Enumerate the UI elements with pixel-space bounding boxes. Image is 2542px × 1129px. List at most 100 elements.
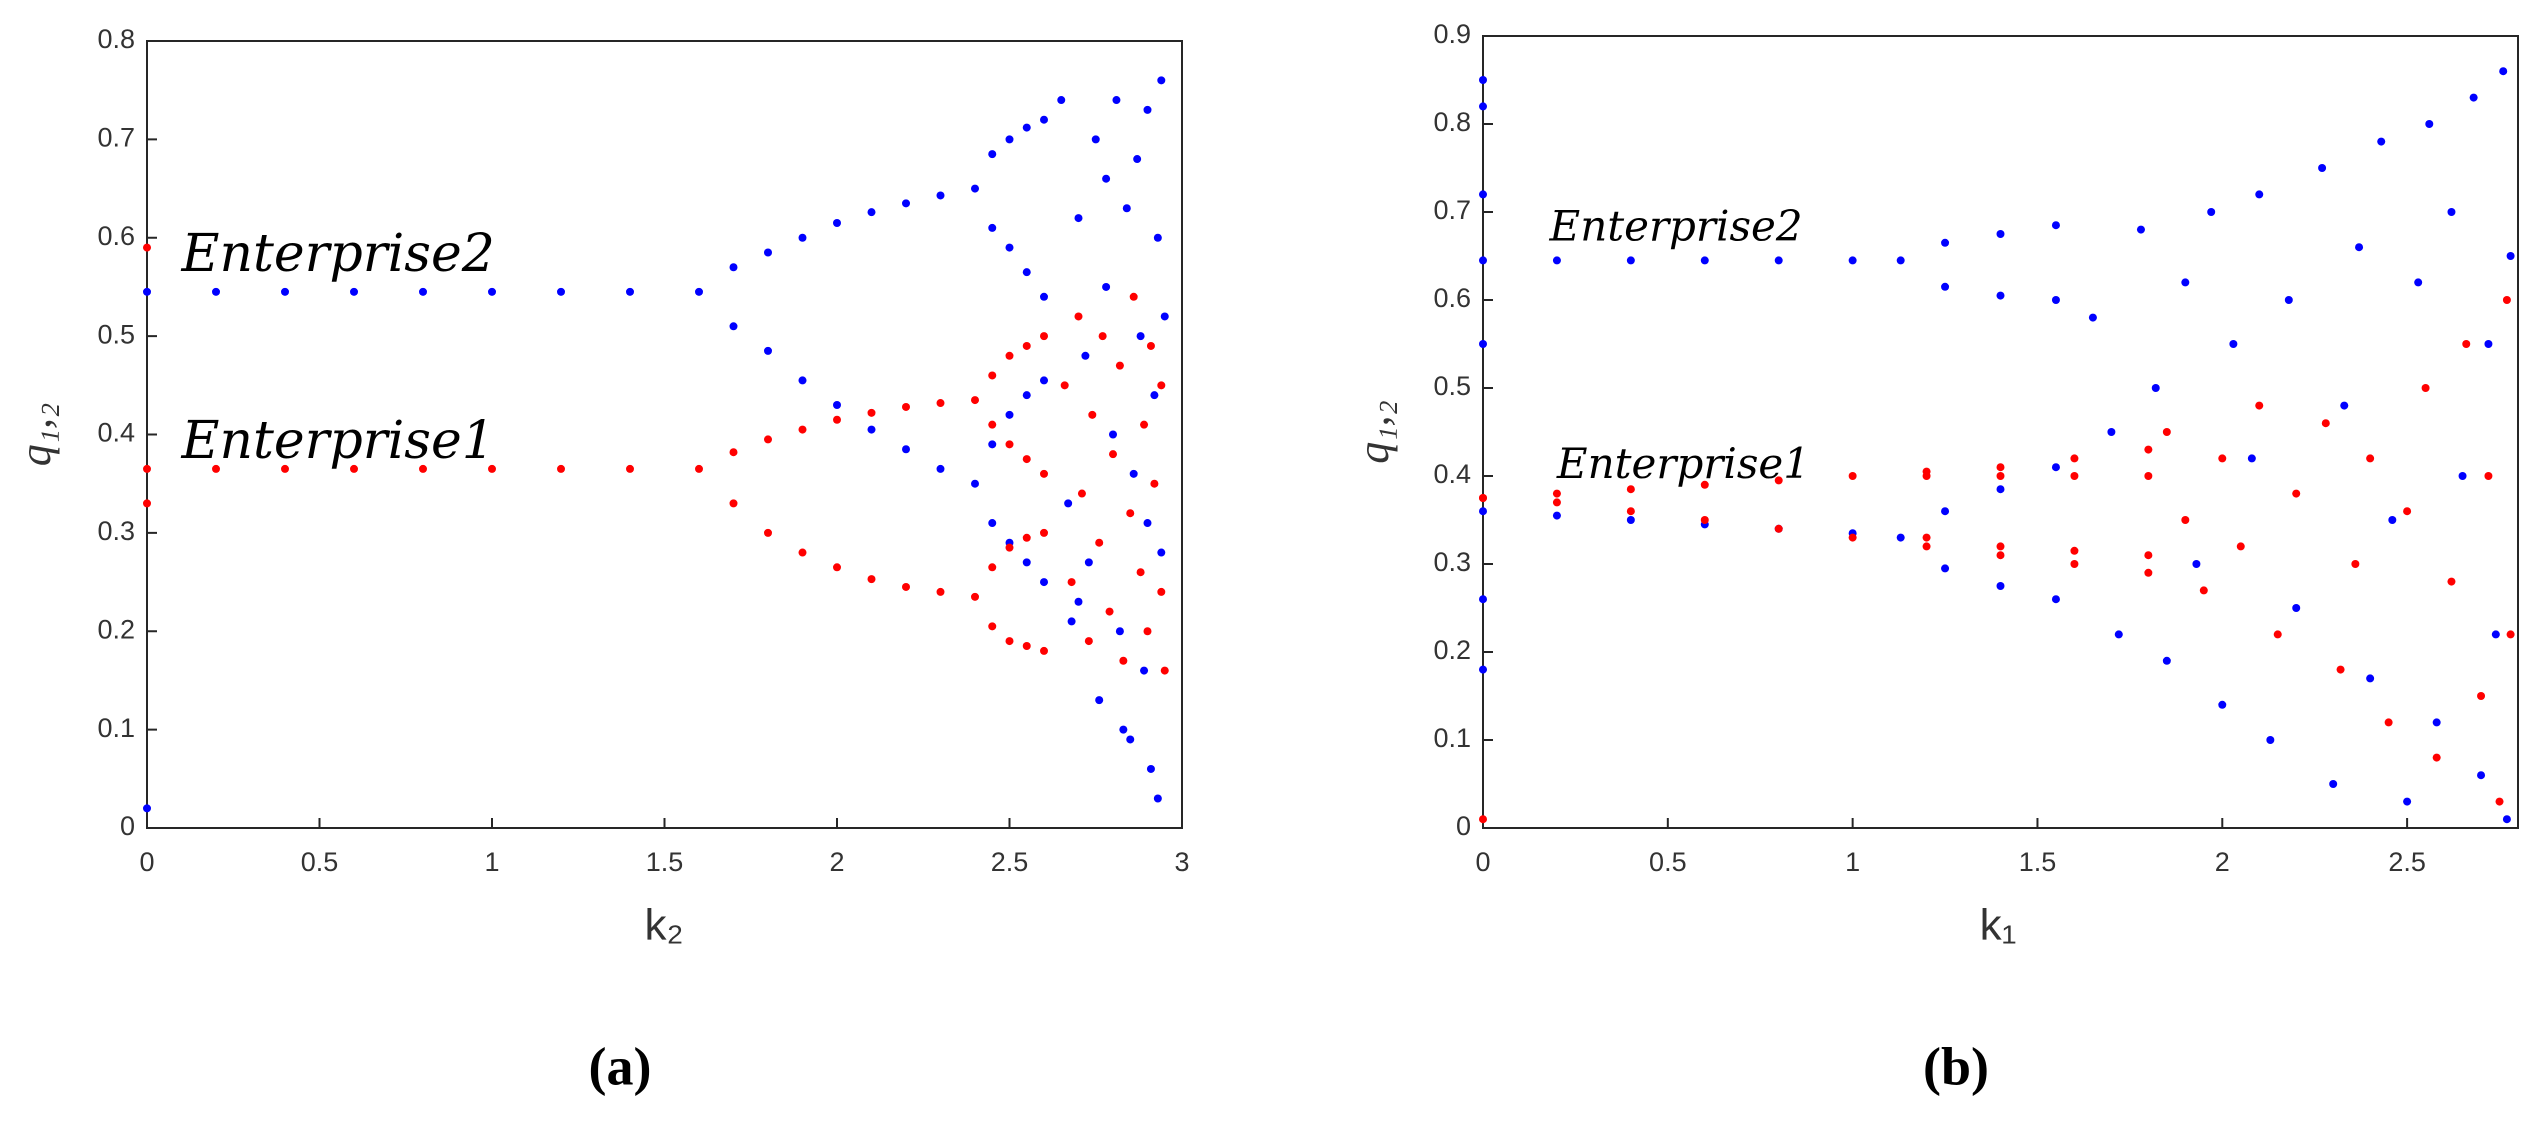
data-point bbox=[1102, 282, 1111, 291]
data-point bbox=[2199, 586, 2208, 595]
data-point bbox=[1088, 410, 1097, 419]
data-point bbox=[2447, 577, 2456, 586]
data-point bbox=[1040, 528, 1048, 537]
x-tick-label: 0 bbox=[139, 847, 154, 877]
data-point bbox=[2192, 560, 2201, 568]
data-point bbox=[1941, 238, 1950, 247]
data-point bbox=[2366, 674, 2375, 683]
data-point bbox=[1996, 472, 2005, 480]
data-point bbox=[1922, 542, 1931, 551]
data-point bbox=[2502, 815, 2511, 824]
data-point bbox=[1005, 637, 1014, 646]
data-point bbox=[2266, 736, 2275, 744]
data-point bbox=[1996, 582, 2005, 590]
data-point bbox=[1941, 282, 1950, 291]
data-point bbox=[1081, 351, 1090, 360]
point-series bbox=[1479, 67, 2515, 824]
data-point bbox=[1084, 637, 1093, 646]
data-point bbox=[1022, 341, 1031, 350]
data-point bbox=[2107, 428, 2116, 436]
data-point bbox=[143, 804, 151, 813]
data-point bbox=[2207, 208, 2216, 216]
data-point bbox=[1996, 463, 2005, 472]
x-tick-label: 0.5 bbox=[1649, 847, 1687, 877]
data-point bbox=[798, 233, 807, 242]
data-point bbox=[2377, 137, 2386, 146]
data-point bbox=[1896, 533, 1905, 542]
data-point bbox=[1157, 548, 1166, 557]
data-point bbox=[1109, 430, 1117, 439]
data-point bbox=[1105, 607, 1114, 616]
y-tick-label: 0.6 bbox=[97, 221, 135, 251]
x-tick-label: 1.5 bbox=[646, 847, 684, 877]
data-point bbox=[2229, 340, 2238, 348]
data-point bbox=[1119, 725, 1128, 734]
data-point bbox=[2458, 472, 2467, 480]
data-point bbox=[2414, 278, 2423, 287]
data-point bbox=[1129, 469, 1138, 478]
data-point bbox=[867, 425, 876, 434]
x-tick-label: 2 bbox=[829, 847, 844, 877]
data-point bbox=[2070, 560, 2079, 568]
data-point bbox=[1077, 489, 1086, 498]
data-point bbox=[1005, 410, 1014, 419]
data-point bbox=[2432, 753, 2441, 762]
data-point bbox=[1153, 233, 1162, 242]
data-point bbox=[1996, 291, 2005, 300]
panel-label: (a) bbox=[589, 1036, 652, 1096]
y-tick-label: 0.6 bbox=[1433, 283, 1471, 313]
data-point bbox=[988, 563, 997, 572]
data-point bbox=[1626, 507, 1635, 516]
data-point bbox=[798, 425, 807, 434]
data-point bbox=[2070, 472, 2079, 480]
data-point bbox=[1552, 511, 1561, 520]
data-point bbox=[867, 575, 876, 584]
data-point bbox=[729, 448, 738, 457]
data-point bbox=[2484, 340, 2493, 348]
data-point bbox=[1160, 312, 1169, 321]
data-point bbox=[1040, 115, 1048, 124]
x-tick-label: 2.5 bbox=[2388, 847, 2426, 877]
data-point bbox=[1074, 597, 1083, 606]
data-point bbox=[2355, 243, 2364, 252]
data-point bbox=[2070, 454, 2079, 463]
data-point bbox=[1122, 204, 1131, 213]
data-point bbox=[419, 287, 427, 296]
data-point bbox=[936, 191, 945, 200]
data-point bbox=[557, 464, 565, 473]
data-point bbox=[2388, 516, 2397, 524]
data-point bbox=[902, 582, 910, 591]
data-point bbox=[1067, 617, 1076, 626]
data-point bbox=[281, 464, 289, 473]
data-point bbox=[1022, 558, 1031, 567]
data-point bbox=[1848, 256, 1857, 265]
data-point bbox=[988, 223, 997, 232]
data-point bbox=[2447, 208, 2456, 216]
data-point bbox=[2144, 472, 2153, 480]
data-point bbox=[2340, 401, 2349, 410]
data-point bbox=[1479, 494, 1487, 502]
data-point bbox=[1057, 96, 1066, 105]
data-point bbox=[1479, 340, 1487, 348]
data-point bbox=[1064, 499, 1073, 508]
y-tick-label: 0.2 bbox=[97, 614, 135, 644]
data-point bbox=[1479, 102, 1487, 111]
data-point bbox=[764, 346, 772, 355]
data-point bbox=[2462, 340, 2471, 348]
data-point bbox=[1848, 533, 1857, 542]
point-series bbox=[143, 76, 1169, 813]
data-point bbox=[1109, 450, 1117, 459]
data-point bbox=[1115, 361, 1124, 370]
y-tick-label: 0.1 bbox=[97, 713, 135, 743]
y-tick-label: 0.9 bbox=[1433, 19, 1471, 49]
y-axis-label: q₁,₂ bbox=[1349, 400, 1398, 464]
y-tick-label: 0.3 bbox=[97, 516, 135, 546]
data-point bbox=[2114, 630, 2123, 639]
data-point bbox=[1479, 665, 1487, 674]
data-point bbox=[971, 184, 979, 193]
data-point bbox=[1005, 351, 1014, 360]
data-point bbox=[988, 420, 997, 429]
data-point bbox=[2151, 384, 2160, 392]
data-point bbox=[833, 400, 841, 409]
